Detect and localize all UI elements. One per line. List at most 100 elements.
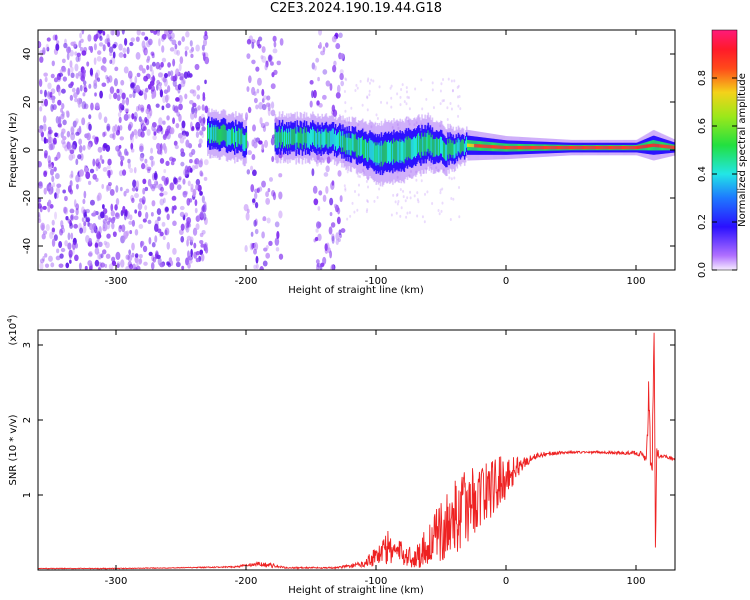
spectrogram-speckle (116, 94, 121, 101)
snr-series-line (38, 332, 675, 570)
spectrogram-speckle (63, 206, 67, 214)
ridge-inner (359, 137, 362, 157)
ridge-inner (239, 128, 241, 145)
spectrogram-speckle (198, 138, 203, 145)
spectrogram-speckle (107, 158, 112, 166)
ridge-core (588, 145, 591, 150)
spectrogram-speckle (108, 263, 114, 270)
spectrogram-speckle (183, 71, 189, 79)
spectrogram-speckle (447, 77, 450, 81)
ridge-inner (452, 140, 455, 156)
ridge-inner (416, 136, 418, 156)
ridge-core (623, 145, 625, 150)
ridge-inner (401, 139, 404, 161)
spectrogram-speckle (183, 168, 188, 177)
spectrogram-speckle (52, 137, 57, 145)
spectrogram-speckle (81, 206, 85, 214)
spectrogram-speckle (118, 52, 124, 58)
ridge-core (568, 145, 571, 150)
ridge-core (672, 145, 675, 150)
spectrogram-speckle (325, 80, 331, 87)
spectrogram-speckle (144, 49, 148, 55)
spectrogram-speckle (263, 139, 269, 148)
spectrogram-speckle (276, 60, 282, 66)
ridge-core (529, 145, 531, 150)
spectrogram-speckle (105, 75, 109, 80)
ridge-inner (307, 131, 310, 148)
spectrogram-speckle (120, 79, 125, 86)
spectrogram-speckle (190, 112, 195, 120)
ridge-inner (421, 132, 423, 152)
ridge-inner (211, 123, 213, 140)
spectrogram-speckle (449, 217, 452, 221)
ridge-core (613, 145, 616, 150)
ridge-inner (404, 138, 407, 160)
ridge-inner (334, 130, 337, 147)
spectrogram-speckle (362, 171, 365, 175)
spectrogram-speckle (148, 38, 153, 46)
ridge-core (600, 145, 602, 150)
spectrogram-speckle (195, 131, 200, 138)
spectrogram-speckle (78, 262, 82, 270)
ridge-inner (286, 128, 288, 145)
spectrogram-speckle (145, 108, 150, 115)
spectrogram-speckle (204, 79, 207, 85)
spectrogram-speckle (442, 98, 445, 102)
spectrogram-speckle (416, 191, 419, 195)
ridge-core (481, 144, 484, 148)
ridge-core (664, 144, 667, 149)
spectrogram-speckle (54, 211, 58, 220)
spectrogram-speckle (142, 187, 146, 195)
spectrogram-speckle (198, 160, 203, 168)
spectrogram-speckle (125, 266, 130, 270)
spectrogram-speckle (187, 180, 191, 187)
spectrogram-speckle (366, 95, 369, 99)
ridge-inner (227, 128, 230, 145)
ridge-core (498, 145, 500, 149)
ridge-core (516, 145, 519, 150)
spectrogram-speckle (329, 197, 334, 206)
spectrogram-speckle (167, 70, 171, 77)
spectrogram-speckle (391, 125, 394, 129)
spectrogram-speckle (161, 105, 165, 111)
spectrogram-speckle (453, 176, 456, 180)
snr-y-multiplier-base: (x10 (8, 323, 19, 346)
spectrogram-speckle (112, 216, 116, 221)
spectrogram-speckle (366, 199, 369, 203)
spectrogram-speckle (178, 63, 182, 72)
ridge-core (517, 145, 520, 150)
spectrogram-speckle (169, 36, 173, 42)
spectrogram-speckle (118, 225, 122, 233)
spectrogram-speckle (88, 180, 92, 186)
x-tick-label: 0 (503, 276, 509, 287)
spectrogram-speckle (278, 191, 283, 200)
spectrogram-speckle (39, 262, 44, 270)
spectrogram-speckle (74, 51, 78, 56)
ridge-core (566, 145, 569, 150)
ridge-core (541, 145, 544, 150)
spectrogram-speckle (117, 112, 122, 118)
ridge-inner (459, 141, 462, 155)
spectrogram-speckle (320, 50, 326, 56)
spectrogram-speckle (115, 185, 119, 193)
ridge-inner (426, 133, 429, 152)
spectrogram-speckle (99, 90, 103, 99)
spectrogram-speckle (71, 87, 76, 93)
spectrogram-speckle (194, 199, 198, 207)
ridge-core (561, 145, 564, 150)
ridge-inner (241, 128, 243, 145)
spectrogram-speckle (251, 153, 256, 161)
spectrogram-speckle (97, 77, 101, 82)
ridge-inner (357, 137, 360, 156)
spectrogram-speckle (316, 262, 322, 268)
ridge-core (610, 145, 613, 150)
ridge-inner (369, 138, 371, 158)
ridge-core (476, 144, 478, 148)
spectrogram-speckle (108, 46, 114, 54)
spectrogram-speckle (402, 189, 405, 193)
spectrogram-speckle (261, 231, 265, 239)
spectrogram-speckle (366, 200, 369, 204)
spectrogram-speckle (166, 241, 170, 250)
spectrogram-speckle (90, 229, 95, 234)
spectrogram-speckle (118, 151, 122, 158)
